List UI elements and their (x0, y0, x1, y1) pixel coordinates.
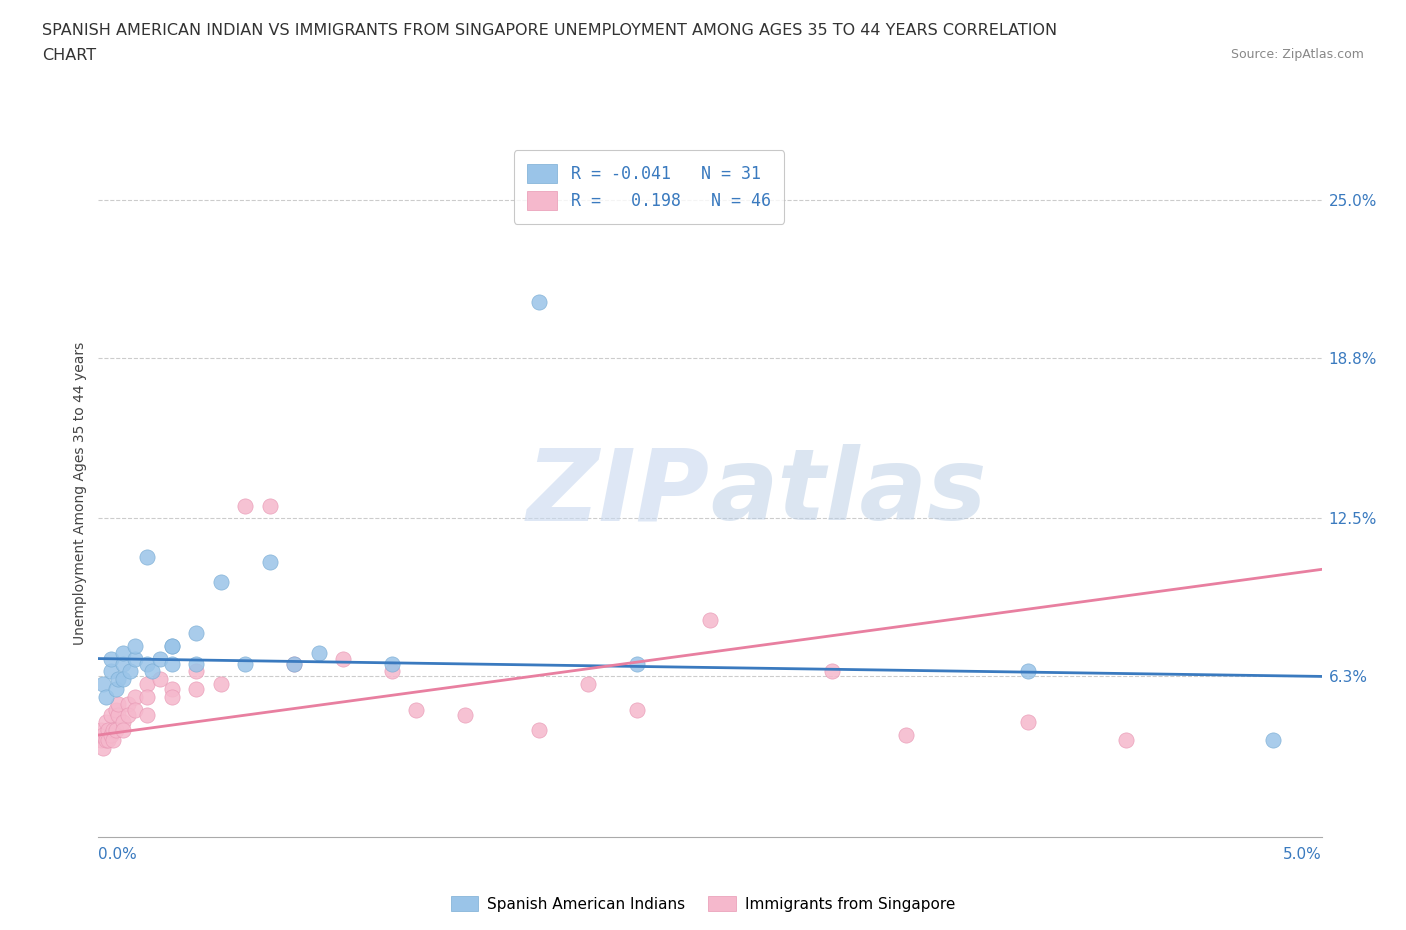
Point (527, 294, 550, 309)
Point (124, 702, 146, 717)
Point (308, 646, 330, 661)
Point (259, 554, 281, 569)
Point (381, 657, 404, 671)
Point (91, 677, 114, 692)
Point (626, 702, 648, 717)
Point (160, 638, 183, 653)
Point (91, 727, 114, 742)
Point (94, 715, 117, 730)
Text: 0.0%: 0.0% (98, 847, 138, 862)
Point (104, 682, 127, 697)
Legend: Spanish American Indians, Immigrants from Singapore: Spanish American Indians, Immigrants fro… (444, 889, 962, 918)
Point (124, 638, 146, 653)
Point (101, 723, 124, 737)
Point (821, 664, 844, 679)
Point (527, 723, 550, 737)
Point (259, 498, 281, 513)
Point (186, 657, 208, 671)
Point (90, 723, 112, 737)
Point (111, 671, 134, 686)
Point (124, 689, 146, 704)
Point (117, 707, 139, 722)
Point (104, 702, 127, 717)
Point (332, 651, 354, 666)
Point (91, 740, 114, 755)
Point (124, 651, 146, 666)
Text: SPANISH AMERICAN INDIAN VS IMMIGRANTS FROM SINGAPORE UNEMPLOYMENT AMONG AGES 35 : SPANISH AMERICAN INDIAN VS IMMIGRANTS FR… (42, 23, 1057, 38)
Point (1017, 664, 1039, 679)
Point (94, 733, 117, 748)
Point (107, 697, 129, 711)
Point (90, 733, 112, 748)
Point (283, 657, 305, 671)
Point (233, 657, 256, 671)
Point (233, 498, 256, 513)
Point (149, 651, 172, 666)
Point (381, 664, 404, 679)
Point (454, 707, 477, 722)
Point (186, 682, 208, 697)
Point (100, 707, 122, 722)
Point (149, 671, 172, 686)
Point (186, 664, 208, 679)
Point (209, 575, 232, 590)
Point (186, 626, 208, 641)
Point (101, 733, 124, 748)
Point (107, 707, 129, 722)
Point (894, 727, 917, 742)
Point (107, 671, 129, 686)
Point (136, 689, 159, 704)
Point (97, 723, 120, 737)
Point (576, 677, 599, 692)
Point (699, 613, 721, 628)
Point (136, 677, 159, 692)
Point (405, 702, 427, 717)
Text: 5.0%: 5.0% (1282, 847, 1322, 862)
Point (209, 677, 232, 692)
Point (1115, 733, 1137, 748)
Point (160, 638, 183, 653)
Point (626, 657, 648, 671)
Point (94, 689, 117, 704)
Point (100, 651, 122, 666)
Point (111, 646, 134, 661)
Text: CHART: CHART (42, 48, 96, 63)
Point (160, 682, 183, 697)
Point (111, 657, 134, 671)
Point (283, 657, 305, 671)
Point (100, 664, 122, 679)
Point (1017, 715, 1039, 730)
Point (111, 723, 134, 737)
Point (160, 689, 183, 704)
Point (97, 733, 120, 748)
Text: ZIP: ZIP (527, 445, 710, 541)
Text: Source: ZipAtlas.com: Source: ZipAtlas.com (1230, 48, 1364, 61)
Y-axis label: Unemployment Among Ages 35 to 44 years: Unemployment Among Ages 35 to 44 years (73, 341, 87, 644)
Text: atlas: atlas (710, 445, 987, 541)
Point (100, 727, 122, 742)
Point (160, 657, 183, 671)
Legend: R = -0.041   N = 31, R =   0.198   N = 46: R = -0.041 N = 31, R = 0.198 N = 46 (513, 151, 785, 224)
Point (141, 664, 163, 679)
Point (1261, 733, 1284, 748)
Point (111, 715, 134, 730)
Point (120, 664, 142, 679)
Point (136, 550, 159, 565)
Point (104, 723, 127, 737)
Point (136, 707, 159, 722)
Point (117, 697, 139, 711)
Point (136, 657, 159, 671)
